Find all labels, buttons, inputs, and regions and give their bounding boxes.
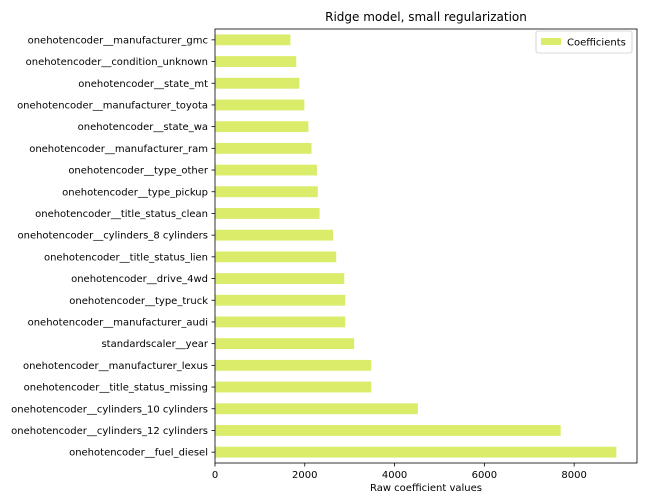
bar: [215, 208, 320, 219]
legend: Coefficients: [535, 30, 633, 54]
bar: [215, 446, 617, 458]
bars-layer: [215, 34, 617, 458]
plot-frame: [214, 28, 638, 464]
bar: [215, 338, 355, 350]
y-tick-label: onehotencoder__title_status_lien: [44, 252, 208, 263]
bar: [215, 359, 372, 371]
legend-box: [535, 30, 633, 54]
x-tick-label: 8000: [561, 470, 586, 481]
x-tick-label: 4000: [382, 470, 407, 481]
y-tick-label: onehotencoder__title_status_missing: [24, 383, 208, 394]
y-tick-label: onehotencoder__manufacturer_gmc: [28, 35, 208, 46]
bar: [215, 381, 372, 393]
y-tick-label: onehotencoder__cylinders_8 cylinders: [17, 231, 208, 242]
y-tick-label: onehotencoder__type_other: [68, 166, 209, 177]
x-axis-label: Raw coefficient values: [370, 483, 482, 494]
y-tick-label: onehotencoder__type_pickup: [62, 187, 208, 198]
y-tick-label: standardscaler__year: [101, 339, 208, 350]
y-tick-label: onehotencoder__type_truck: [69, 296, 208, 307]
y-axis-ticks: onehotencoder__manufacturer_gmc onehotenc…: [11, 35, 215, 459]
y-tick-label: onehotencoder__state_mt: [78, 79, 208, 90]
y-tick-label: onehotencoder__manufacturer_lexus: [23, 361, 208, 372]
y-tick-label: onehotencoder__manufacturer_toyota: [17, 100, 208, 111]
x-tick-label: 6000: [472, 470, 497, 481]
legend-label: Coefficients: [567, 38, 626, 49]
bar: [215, 121, 309, 133]
bar: [215, 77, 300, 89]
bar: [215, 34, 291, 46]
x-axis-ticks: 0 2000 4000 6000 8000: [212, 463, 587, 481]
bar: [215, 186, 318, 198]
chart-title: Ridge model, small regularization: [325, 10, 527, 24]
axes-frame: [214, 28, 638, 464]
y-tick-label: onehotencoder__manufacturer_audi: [28, 317, 208, 328]
y-tick-label: onehotencoder__state_wa: [78, 122, 208, 133]
bar: [215, 229, 334, 241]
bar: [215, 294, 346, 306]
legend-swatch: [541, 38, 561, 45]
bar: [215, 425, 561, 436]
x-tick-label: 2000: [292, 470, 317, 481]
bar: [215, 251, 337, 263]
y-tick-label: onehotencoder__cylinders_10 cylinders: [11, 404, 208, 415]
bar: [215, 164, 317, 176]
x-tick-label: 0: [212, 470, 218, 481]
bar: [215, 99, 305, 111]
y-tick-label: onehotencoder__manufacturer_ram: [29, 144, 208, 155]
y-tick-label: onehotencoder__drive_4wd: [71, 274, 208, 285]
bar: [215, 273, 345, 284]
y-tick-label: onehotencoder__condition_unknown: [26, 57, 208, 68]
bar: [215, 316, 346, 328]
bar: [215, 403, 418, 415]
y-tick-label: onehotencoder__title_status_clean: [35, 209, 208, 220]
y-tick-label: onehotencoder__fuel_diesel: [69, 448, 208, 459]
bar: [215, 56, 297, 67]
y-tick-label: onehotencoder__cylinders_12 cylinders: [11, 426, 208, 437]
bar: [215, 142, 312, 154]
